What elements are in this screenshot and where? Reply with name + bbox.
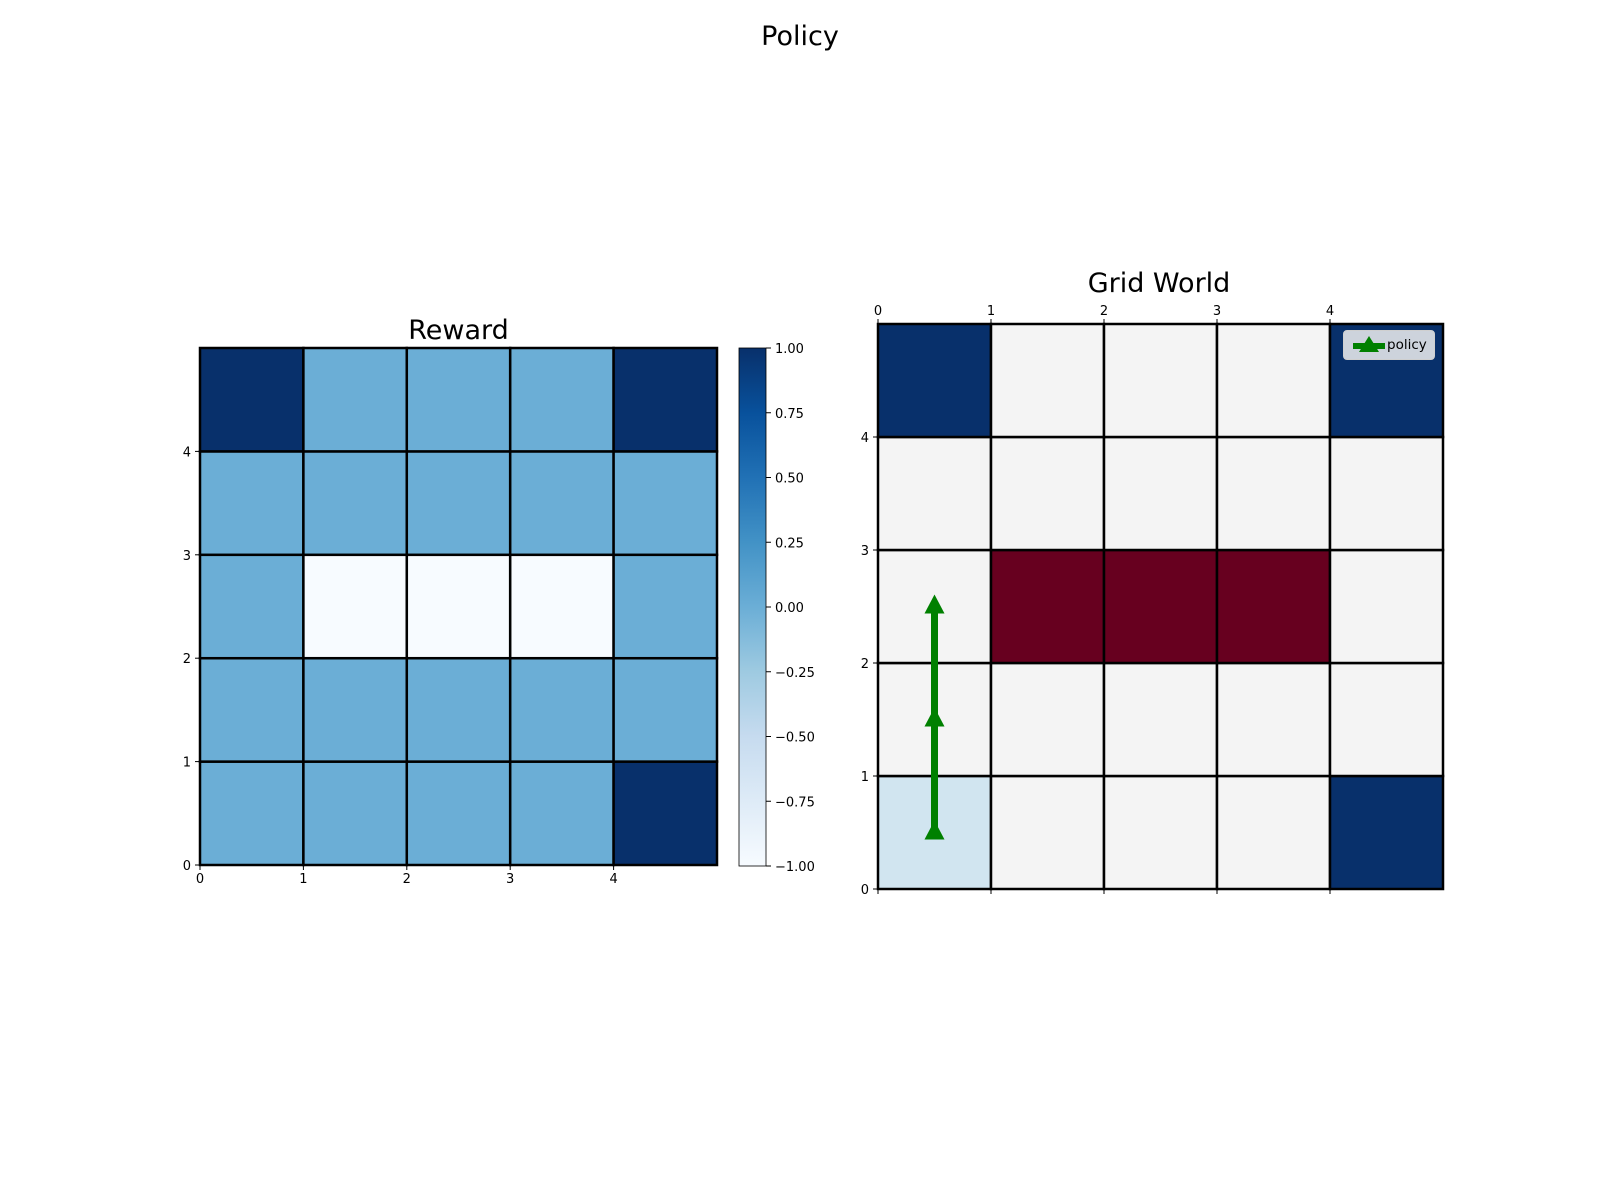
legend-marker-icon: [1353, 336, 1385, 352]
colorbar-tick-label: −1.00: [775, 860, 815, 875]
reward-cell: [508, 553, 615, 660]
grid-cell-empty: [989, 435, 1106, 552]
colorbar: 1.00 0.75 0.50 0.25 0.00 −0.25 −0.50 −0.75 −1.00: [738, 342, 815, 875]
colorbar-tick-label: 0.50: [775, 472, 804, 487]
colorbar-ticks: 1.00 0.75 0.50 0.25 0.00 −0.25 −0.50 −0.75 −1.00: [766, 342, 815, 875]
reward-y-tick-label: 0: [183, 859, 191, 874]
reward-cell: [302, 656, 409, 763]
grid-y-tick-label: 2: [861, 657, 869, 672]
grid-cell-obstacle: [1215, 548, 1332, 665]
reward-cell: [508, 450, 615, 557]
reward-cell: [302, 760, 409, 867]
legend: policy: [1343, 330, 1435, 360]
reward-x-tick-label: 0: [196, 872, 204, 887]
reward-x-tick-label: 4: [609, 872, 617, 887]
reward-cell: [302, 553, 409, 660]
colorbar-tick-label: 0.25: [775, 536, 804, 551]
colorbar-tick-label: −0.50: [775, 731, 815, 746]
grid-cell-empty: [1215, 661, 1332, 778]
reward-x-tick-label: 2: [403, 872, 411, 887]
reward-cell: [612, 450, 719, 557]
grid-cell-goal: [876, 322, 993, 439]
legend-label: policy: [1387, 337, 1427, 353]
reward-y-tick-label: 4: [183, 445, 191, 460]
reward-cell: [612, 553, 719, 660]
reward-cell: [302, 346, 409, 453]
colorbar-gradient: [738, 347, 767, 867]
reward-cell: [198, 346, 305, 453]
colorbar-tick-label: 1.00: [775, 342, 804, 357]
reward-cell: [508, 760, 615, 867]
figure-title: Policy: [761, 21, 839, 52]
grid-y-tick-label: 1: [861, 770, 869, 785]
grid-x-tick-label: 0: [874, 304, 882, 319]
reward-cell: [198, 553, 305, 660]
grid-cell-empty: [989, 774, 1106, 891]
reward-y-tick-label: 1: [183, 756, 191, 771]
reward-title: Reward: [408, 315, 509, 346]
reward-cell: [612, 656, 719, 763]
grid-cell-empty: [1102, 322, 1219, 439]
grid-x-tick-label: 1: [987, 304, 995, 319]
grid-cell-empty: [1215, 774, 1332, 891]
grid-cell-empty: [989, 661, 1106, 778]
grid-x-tick-label: 3: [1213, 304, 1221, 319]
grid-cell-empty: [876, 435, 993, 552]
grid-world-plot: Grid World 0 1 2 3 4 0 1 2 3 4: [861, 268, 1445, 898]
grid-cell-obstacle: [989, 548, 1106, 665]
grid-cell-empty: [1102, 435, 1219, 552]
grid-y-tick-label: 0: [861, 883, 869, 898]
colorbar-tick-label: 0.00: [775, 601, 804, 616]
grid-cell-empty: [1328, 548, 1445, 665]
reward-cell: [302, 450, 409, 557]
colorbar-tick-label: −0.75: [775, 795, 815, 810]
reward-cell: [405, 450, 512, 557]
reward-cell: [405, 760, 512, 867]
colorbar-tick-label: 0.75: [775, 407, 804, 422]
grid-y-tick-label: 3: [861, 544, 869, 559]
policy-path: [924, 594, 945, 840]
grid-cell-goal: [1328, 774, 1445, 891]
reward-x-tick-label: 1: [299, 872, 307, 887]
grid-cell-empty: [1215, 435, 1332, 552]
reward-y-tick-label: 3: [183, 549, 191, 564]
grid-cell-empty: [1102, 661, 1219, 778]
grid-cell-empty: [1328, 661, 1445, 778]
reward-cell: [508, 346, 615, 453]
grid-x-tick-label: 2: [1100, 304, 1108, 319]
reward-cell: [405, 553, 512, 660]
policy-marker-icon: [924, 820, 945, 840]
reward-cell: [612, 760, 719, 867]
colorbar-tick-label: −0.25: [775, 666, 815, 681]
policy-marker-icon: [924, 594, 945, 614]
reward-ticks: 0 1 2 3 4 0 1 2 3 4: [183, 445, 618, 887]
grid-cell-empty: [1328, 435, 1445, 552]
policy-marker-icon: [924, 707, 945, 727]
grid-cell-empty: [1215, 322, 1332, 439]
grid-cells: [876, 322, 1445, 891]
grid-cell-empty: [1102, 774, 1219, 891]
reward-cell: [198, 656, 305, 763]
reward-y-tick-label: 2: [183, 652, 191, 667]
reward-cell: [405, 656, 512, 763]
reward-cells: [198, 346, 719, 867]
reward-cell: [612, 346, 719, 453]
reward-plot: Reward 0 1 2 3 4 0 1 2 3 4: [183, 315, 719, 887]
reward-cell: [198, 450, 305, 557]
grid-x-tick-label: 4: [1326, 304, 1334, 319]
reward-x-tick-label: 3: [506, 872, 514, 887]
grid-cell-empty: [989, 322, 1106, 439]
grid-y-tick-label: 4: [861, 431, 869, 446]
grid-ticks: 0 1 2 3 4 0 1 2 3 4: [861, 304, 1334, 898]
reward-cell: [508, 656, 615, 763]
grid-world-title: Grid World: [1088, 268, 1231, 299]
reward-cell: [198, 760, 305, 867]
reward-cell: [405, 346, 512, 453]
grid-cell-obstacle: [1102, 548, 1219, 665]
